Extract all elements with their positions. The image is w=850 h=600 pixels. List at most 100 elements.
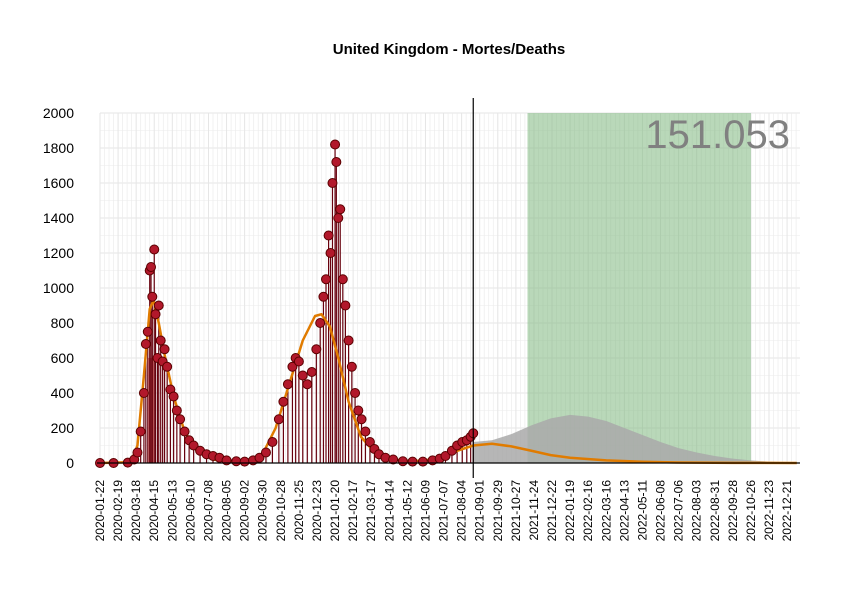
x-tick-label: 2020-10-28 — [274, 480, 288, 542]
data-point — [364, 437, 375, 447]
y-tick-label: 1400 — [43, 210, 74, 226]
data-point — [353, 405, 364, 416]
data-point — [278, 396, 289, 407]
x-tick-label: 2020-11-25 — [292, 480, 306, 541]
data-point — [306, 367, 317, 377]
data-point — [171, 405, 182, 416]
data-point — [343, 335, 354, 346]
data-point — [231, 456, 242, 467]
data-point — [350, 388, 361, 398]
data-point — [333, 213, 344, 223]
data-point — [321, 274, 332, 285]
data-point — [282, 379, 293, 390]
x-tick-label: 2022-11-23 — [762, 480, 776, 541]
x-tick-label: 2021-12-22 — [545, 480, 559, 542]
data-point — [297, 370, 308, 381]
data-point — [138, 388, 149, 398]
x-tick-label: 2022-03-16 — [599, 480, 613, 542]
data-point — [323, 230, 334, 241]
forecast-area — [473, 414, 797, 463]
y-tick-label: 600 — [51, 350, 75, 366]
x-tick-label: 2022-09-28 — [726, 480, 740, 542]
y-tick-label: 800 — [51, 315, 75, 331]
data-point — [397, 456, 408, 467]
data-point — [239, 456, 250, 467]
y-tick-label: 1800 — [43, 140, 74, 156]
x-tick-label: 2020-09-30 — [256, 480, 270, 542]
data-point — [337, 274, 348, 285]
data-point — [315, 318, 326, 328]
data-point — [159, 344, 170, 355]
x-tick-label: 2020-02-19 — [111, 480, 125, 542]
data-point — [360, 426, 371, 437]
data-point — [132, 447, 143, 458]
points-layer — [95, 139, 479, 468]
data-point — [273, 414, 284, 425]
data-point — [175, 414, 186, 425]
x-tick-label: 2020-09-02 — [238, 480, 252, 542]
x-tick-label: 2020-12-23 — [310, 480, 324, 542]
x-tick-label: 2022-08-31 — [708, 480, 722, 542]
data-point — [267, 437, 278, 447]
total-deaths-label: 151.053 — [645, 113, 790, 157]
x-tick-label: 2020-06-10 — [183, 480, 197, 542]
data-point — [149, 244, 160, 255]
x-tick-label: 2021-07-07 — [437, 480, 451, 542]
data-point — [179, 426, 190, 437]
data-point — [254, 452, 265, 463]
data-point — [155, 335, 166, 346]
data-point — [150, 309, 161, 320]
data-point — [346, 361, 357, 372]
x-tick-label: 2020-08-05 — [220, 480, 234, 542]
x-tick-label: 2022-08-03 — [690, 480, 704, 542]
x-tick-label: 2021-04-14 — [382, 480, 396, 542]
data-point — [331, 157, 342, 167]
x-tick-label: 2022-04-13 — [617, 480, 631, 542]
x-tick-label: 2021-10-27 — [509, 480, 523, 542]
data-point — [440, 451, 451, 461]
data-point — [162, 361, 173, 372]
data-point — [325, 248, 336, 258]
data-point — [417, 456, 428, 467]
x-tick-label: 2021-06-09 — [418, 480, 432, 542]
x-tick-label: 2021-09-01 — [473, 480, 487, 542]
chart-title: United Kingdom - Mortes/Deaths — [333, 41, 566, 58]
data-point — [311, 344, 322, 355]
x-tick-label: 2022-12-21 — [780, 480, 794, 542]
x-tick-label: 2020-07-08 — [201, 480, 215, 542]
data-point — [188, 440, 199, 451]
data-point — [293, 356, 304, 367]
x-tick-label: 2022-07-06 — [672, 480, 686, 542]
data-point — [335, 204, 346, 215]
stem-layer — [127, 144, 474, 463]
x-tick-label: 2022-06-08 — [654, 480, 668, 542]
forecast-layer — [473, 414, 797, 463]
data-point — [327, 178, 338, 188]
data-point — [140, 339, 151, 349]
y-tick-label: 400 — [51, 385, 75, 401]
data-point — [388, 454, 399, 465]
x-tick-label: 2021-08-04 — [455, 480, 469, 542]
data-point — [147, 291, 158, 302]
y-tick-label: 2000 — [43, 105, 74, 121]
data-point — [330, 139, 341, 150]
y-tick-label: 1600 — [43, 175, 74, 191]
data-point — [168, 391, 179, 402]
highlight-band — [527, 113, 751, 463]
x-tick-label: 2022-05-11 — [635, 480, 649, 541]
x-tick-label: 2021-01-20 — [328, 480, 342, 542]
x-tick-label: 2021-11-24 — [527, 480, 541, 541]
axis-layer: 0 200 400 600 800 1000 1200 1400 1600 1800 2000 202… — [43, 98, 800, 541]
x-tick-label: 2022-10-26 — [744, 480, 758, 542]
y-tick-label: 1200 — [43, 245, 74, 261]
x-tick-label: 2021-09-29 — [491, 480, 505, 542]
data-point — [146, 262, 157, 272]
data-point — [407, 456, 418, 467]
highlight-band-layer — [527, 113, 751, 463]
data-point — [287, 361, 298, 372]
x-tick-label: 2021-03-17 — [364, 480, 378, 542]
data-point — [302, 379, 313, 390]
data-point — [356, 414, 367, 425]
